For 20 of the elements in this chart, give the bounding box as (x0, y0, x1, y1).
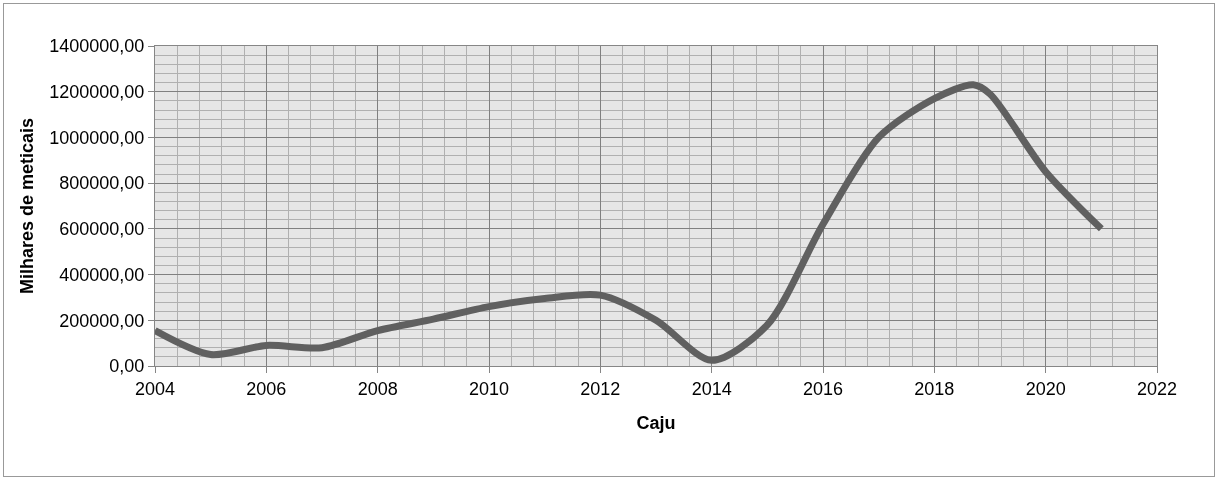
y-axis-title: Milhares de meticais (17, 117, 38, 295)
y-tick-label: 1400000,00 (49, 36, 145, 57)
x-tick-label: 2012 (580, 378, 621, 399)
y-tick-label: 0,00 (109, 356, 145, 377)
y-tick-label: 800000,00 (59, 173, 145, 194)
x-tick-label: 2016 (802, 378, 844, 399)
x-tick-label: 2004 (134, 378, 176, 399)
x-tick-label: 2018 (914, 378, 955, 399)
y-tick-label: 600000,00 (59, 219, 145, 240)
y-tick-label: 400000,00 (59, 264, 145, 285)
y-tick-label: 1000000,00 (49, 127, 145, 148)
y-tick-label: 200000,00 (59, 310, 145, 331)
y-tick-label: 1200000,00 (49, 82, 145, 103)
x-axis-title: Caju (636, 412, 676, 433)
x-tick-label: 2006 (246, 378, 287, 399)
x-tick-label: 2020 (1025, 378, 1066, 399)
x-tick-label: 2008 (357, 378, 398, 399)
x-tick-label: 2010 (468, 378, 510, 399)
x-tick-label: 2022 (1136, 378, 1178, 399)
x-tick-label: 2014 (691, 378, 732, 399)
